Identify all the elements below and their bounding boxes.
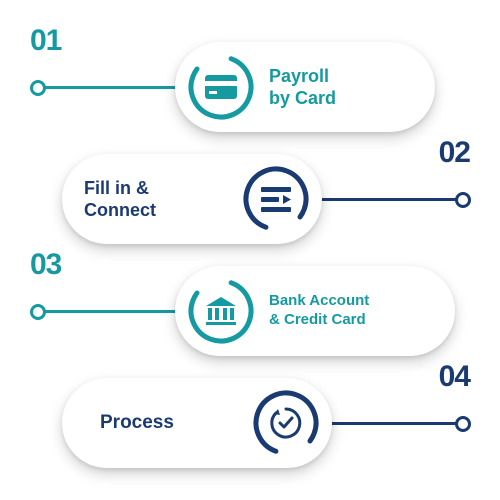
step-label-2: Fill in &Connect [84, 177, 156, 222]
pill-4: Process [62, 378, 332, 468]
connector-3 [38, 310, 183, 313]
credit-card-icon [187, 53, 255, 121]
bank-icon [187, 277, 255, 345]
connector-1 [38, 86, 183, 89]
pill-2: Fill in &Connect [62, 154, 322, 244]
step-number-2: 02 [439, 136, 470, 170]
form-arrow-icon [242, 165, 310, 233]
step-number-3: 03 [30, 248, 61, 282]
step-label-3: Bank Account& Credit Card [269, 292, 369, 330]
step-label-4: Process [100, 411, 174, 435]
step-number-4: 04 [439, 360, 470, 394]
pill-1: Payrollby Card [175, 42, 435, 132]
connector-2 [315, 198, 463, 201]
step-label-1: Payrollby Card [269, 65, 336, 110]
cycle-check-icon [252, 389, 320, 457]
step-number-1: 01 [30, 24, 61, 58]
pill-3: Bank Account& Credit Card [175, 266, 455, 356]
connector-4 [325, 422, 463, 425]
